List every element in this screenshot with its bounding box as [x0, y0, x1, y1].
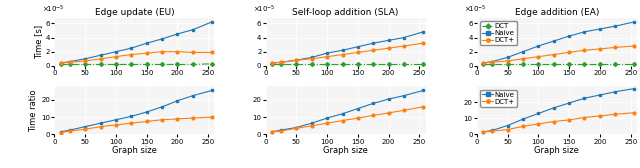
Legend: DCT, Naive, DCT+: DCT, Naive, DCT+: [480, 21, 517, 45]
X-axis label: Graph size: Graph size: [534, 146, 579, 155]
X-axis label: Graph size: Graph size: [112, 146, 157, 155]
Title: Self-loop addition (SLA): Self-loop addition (SLA): [292, 8, 399, 17]
X-axis label: Graph size: Graph size: [323, 146, 368, 155]
Text: $\times\!10^{-5}$: $\times\!10^{-5}$: [253, 4, 275, 15]
Text: $\times\!10^{-5}$: $\times\!10^{-5}$: [42, 4, 64, 15]
Y-axis label: Time [s]: Time [s]: [34, 25, 43, 59]
Legend: Naive, DCT+: Naive, DCT+: [480, 90, 517, 107]
Text: $\times\!10^{-5}$: $\times\!10^{-5}$: [464, 4, 486, 15]
Title: Edge addition (EA): Edge addition (EA): [515, 8, 599, 17]
Title: Edge update (EU): Edge update (EU): [95, 8, 174, 17]
Y-axis label: Time ratio: Time ratio: [29, 89, 38, 132]
